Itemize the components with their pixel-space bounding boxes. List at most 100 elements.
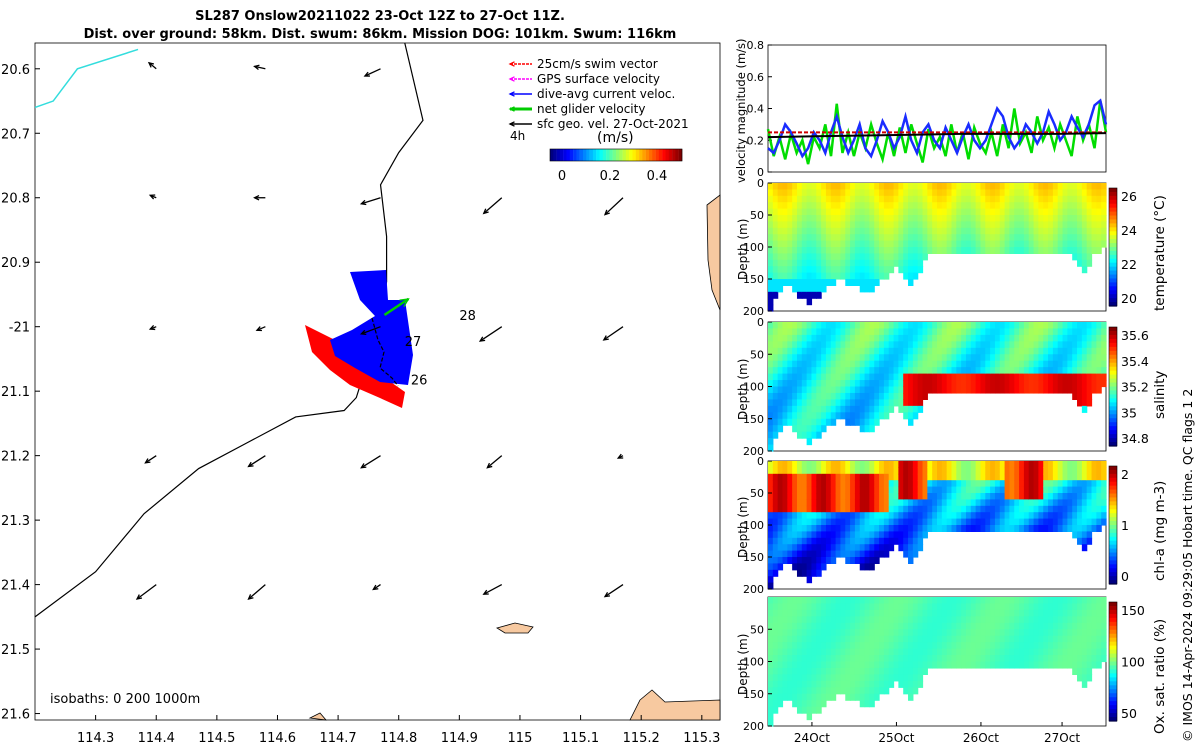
chla-cell: [845, 493, 851, 500]
oxygen-cell: [975, 609, 982, 617]
salinity-cell: [922, 334, 928, 342]
salinity-cell: [970, 354, 977, 362]
temperature-cell: [893, 247, 899, 254]
temperature-cell: [811, 279, 817, 286]
salinity-cell: [1096, 367, 1102, 375]
salinity-cell: [946, 386, 953, 394]
chla-cell: [1033, 493, 1039, 500]
temperature-cell: [854, 227, 861, 235]
oxygen-cell: [1062, 661, 1068, 669]
salinity-cell: [1028, 322, 1035, 330]
chla-cell: [825, 531, 832, 539]
salinity-cell: [970, 380, 977, 388]
oxygen-cell: [1033, 629, 1039, 637]
temperature-cell: [1019, 247, 1025, 254]
temperature-cell: [985, 227, 991, 235]
legend-arrowhead: [508, 106, 515, 112]
chla-cell: [893, 473, 899, 481]
temperature-cell: [821, 195, 827, 203]
oxygen-cell: [1048, 655, 1054, 663]
temperature-cell: [801, 234, 808, 242]
salinity-cell: [908, 373, 914, 381]
chla-cell: [927, 499, 933, 507]
temperature-cell: [854, 266, 861, 274]
chla-cell: [777, 512, 784, 520]
temperature-cell: [908, 189, 914, 197]
oxygen-cell: [932, 597, 938, 605]
chla-cell: [787, 557, 793, 564]
salinity-cell: [1086, 367, 1093, 375]
salinity-cell: [917, 399, 924, 407]
chla-cell: [801, 467, 808, 475]
chla-cell: [1028, 480, 1035, 488]
salinity-cell: [970, 360, 977, 368]
oxygen-cell: [922, 655, 928, 663]
temperature-cell: [1048, 221, 1054, 229]
chla-colorbar-frame: [1108, 465, 1118, 585]
temperature-cell: [768, 259, 774, 267]
oxygen-cell: [825, 667, 832, 675]
chla-cell: [787, 544, 793, 552]
chla-cell: [821, 480, 827, 488]
oxygen-cell: [975, 622, 982, 630]
oxygen-cell: [854, 687, 861, 695]
salinity-cell: [782, 405, 788, 413]
salinity-cell: [999, 380, 1006, 388]
oxygen-cell: [1091, 642, 1097, 650]
oxygen-cell: [980, 609, 986, 617]
temperature-cell: [965, 202, 972, 210]
temperature-cell: [1028, 215, 1035, 222]
salinity-cell: [917, 322, 924, 330]
temperature-colorbar-tick: 20: [1121, 291, 1137, 306]
colorbar-cell: [556, 149, 561, 161]
chla-cell: [830, 512, 837, 520]
oxygen-cell: [883, 616, 890, 624]
chla-cell: [879, 461, 885, 468]
temperature-cell: [912, 208, 919, 216]
oxygen-cell: [801, 629, 808, 637]
temperature-cell: [792, 183, 798, 190]
chla-cell: [879, 473, 885, 481]
temperature-cell: [898, 202, 904, 210]
temperature-cell: [1086, 215, 1093, 222]
oxygen-cell: [1023, 661, 1030, 669]
chla-cell: [990, 493, 996, 500]
temperature-cell: [801, 279, 808, 286]
chla-cell: [768, 550, 774, 558]
temperature-cell: [796, 189, 803, 197]
chla-cell: [869, 512, 875, 520]
temperature-cell: [980, 234, 986, 242]
salinity-cell: [898, 360, 904, 368]
oxygen-cell: [845, 661, 851, 669]
temperature-colorbar-cell: [1109, 203, 1117, 209]
temperature-colorbar-cell: [1109, 294, 1117, 299]
temperature-cell: [806, 240, 813, 248]
oxygen-cell: [994, 622, 1001, 630]
temperature-cell: [772, 189, 779, 197]
temperature-cell: [782, 202, 788, 210]
oxygen-cell: [830, 648, 837, 656]
salinity-colorbar-tick: 35.2: [1121, 380, 1149, 395]
temperature-cell: [1096, 234, 1102, 242]
colorbar-cell: [559, 149, 564, 161]
oxygen-cell: [796, 616, 803, 624]
oxygen-cell: [1096, 648, 1102, 656]
salinity-cell: [970, 322, 977, 330]
chla-cell: [1057, 505, 1064, 513]
salinity-cell: [927, 347, 933, 355]
oxygen-colorbar-cell: [1109, 661, 1117, 667]
salinity-cell: [1077, 322, 1083, 330]
oxygen-cell: [840, 597, 846, 605]
temperature-cell: [1004, 189, 1011, 197]
temperature-cell: [1057, 221, 1064, 229]
oxygen-cell: [922, 616, 928, 624]
temperature-cell: [869, 240, 875, 248]
temperature-cell: [787, 279, 793, 286]
salinity-cell: [1004, 373, 1011, 381]
salinity-cell: [937, 354, 943, 362]
colorbar-frame: [549, 148, 683, 162]
salinity-cell: [811, 399, 817, 407]
chla-cell: [951, 518, 957, 526]
temperature-cell: [787, 247, 793, 254]
velocity-y-tick-label: 0: [757, 166, 764, 179]
